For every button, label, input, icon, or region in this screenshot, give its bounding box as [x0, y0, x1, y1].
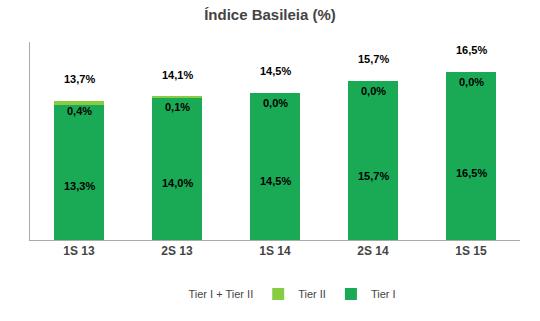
svg-text:Índice Basileia (%): Índice Basileia (%) [204, 6, 336, 23]
svg-text:1S 15: 1S 15 [455, 244, 487, 258]
svg-text:0,0%: 0,0% [263, 97, 288, 109]
svg-text:1S 14: 1S 14 [259, 244, 291, 258]
svg-text:14,5%: 14,5% [260, 175, 291, 187]
svg-text:15,7%: 15,7% [358, 53, 389, 65]
svg-text:0,0%: 0,0% [361, 85, 386, 97]
svg-text:14,5%: 14,5% [260, 65, 291, 77]
svg-text:14,1%: 14,1% [162, 69, 193, 81]
svg-text:0,0%: 0,0% [459, 76, 484, 88]
svg-text:14,0%: 14,0% [162, 177, 193, 189]
svg-text:2S 13: 2S 13 [161, 244, 193, 258]
svg-text:0,4%: 0,4% [67, 105, 92, 117]
svg-text:Tier I + Tier II: Tier I + Tier II [189, 288, 254, 300]
svg-text:16,5%: 16,5% [456, 44, 487, 56]
svg-text:2S 14: 2S 14 [357, 244, 389, 258]
svg-text:13,3%: 13,3% [64, 180, 95, 192]
svg-text:13,7%: 13,7% [64, 73, 95, 85]
svg-text:16,5%: 16,5% [456, 167, 487, 179]
svg-text:15,7%: 15,7% [358, 170, 389, 182]
svg-text:1S 13: 1S 13 [63, 244, 95, 258]
svg-text:Tier I: Tier I [371, 288, 396, 300]
svg-text:Tier II: Tier II [298, 288, 326, 300]
svg-text:0,1%: 0,1% [165, 101, 190, 113]
